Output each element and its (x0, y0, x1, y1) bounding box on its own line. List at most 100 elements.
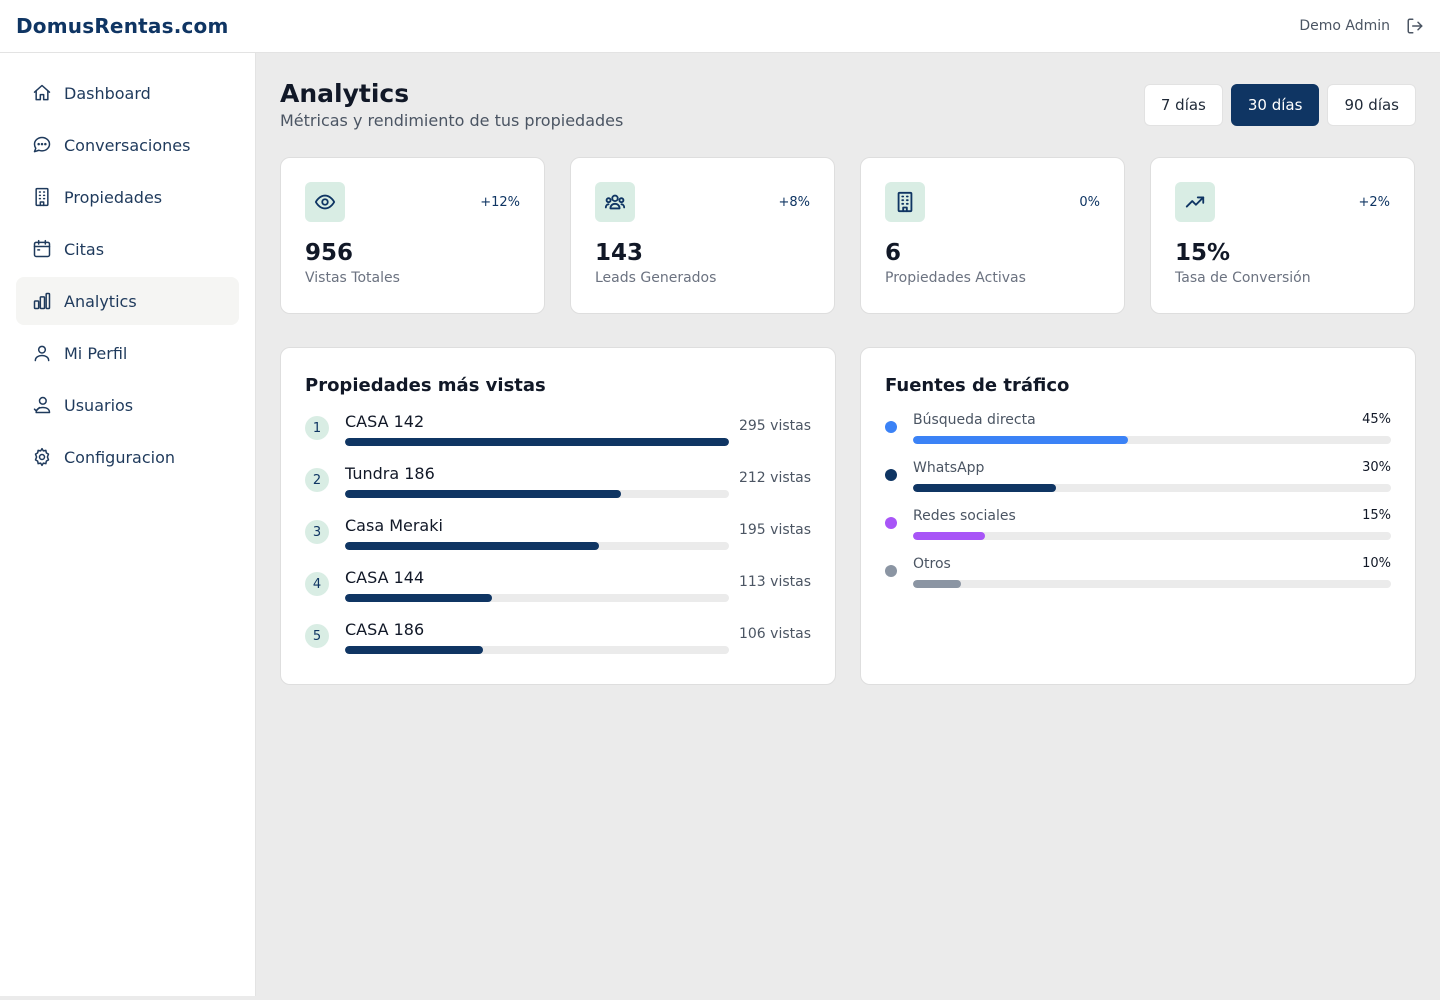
views-bar-fill (345, 490, 621, 498)
list-item[interactable]: 3 Casa Meraki 195 vistas (305, 516, 811, 568)
stat-change: 0% (1079, 195, 1100, 210)
logout-icon[interactable] (1406, 17, 1424, 35)
brand-logo[interactable]: DomusRentas.com (16, 14, 229, 38)
stats-row: +12% 956 Vistas Totales +8% 143 Leads Ge… (280, 157, 1415, 314)
sidebar-item-label: Conversaciones (64, 135, 191, 155)
property-views: 195 vistas (738, 522, 811, 538)
views-bar-track (345, 646, 729, 654)
source-bar-fill (913, 436, 1129, 444)
list-item: Otros 10% (885, 556, 1391, 604)
top-bar: DomusRentas.com Demo Admin (0, 0, 1440, 53)
source-bar-fill (913, 580, 961, 588)
chat-icon (32, 135, 52, 155)
list-item[interactable]: 2 Tundra 186 212 vistas (305, 464, 811, 516)
source-percent: 30% (1362, 460, 1391, 475)
stat-card-leads: +8% 143 Leads Generados (570, 157, 835, 314)
property-name: CASA 142 (345, 412, 425, 431)
source-percent: 45% (1362, 412, 1391, 427)
range-30-days-button[interactable]: 30 días (1230, 84, 1320, 126)
sidebar-item-mi-perfil[interactable]: Mi Perfil (16, 329, 239, 377)
user-icon (32, 343, 52, 363)
rank-badge: 5 (305, 624, 329, 648)
eye-icon (305, 182, 345, 222)
gear-icon (32, 447, 52, 467)
sidebar-item-label: Analytics (64, 291, 137, 311)
list-item[interactable]: 5 CASA 186 106 vistas (305, 620, 811, 672)
users-icon (32, 395, 52, 415)
range-90-days-button[interactable]: 90 días (1327, 84, 1416, 126)
source-bar-fill (913, 532, 985, 540)
source-bar-track (913, 532, 1391, 540)
list-item: Redes sociales 15% (885, 508, 1391, 556)
range-7-days-button[interactable]: 7 días (1143, 84, 1223, 126)
date-range-selector: 7 días 30 días 90 días (1143, 84, 1416, 126)
list-item: Búsqueda directa 45% (885, 412, 1391, 460)
home-icon (32, 83, 52, 103)
stat-value: 143 (595, 240, 644, 266)
page-subtitle: Métricas y rendimiento de tus propiedade… (280, 111, 624, 130)
source-bar-track (913, 580, 1391, 588)
stat-card-vistas: +12% 956 Vistas Totales (280, 157, 545, 314)
building-icon (885, 182, 925, 222)
list-item[interactable]: 4 CASA 144 113 vistas (305, 568, 811, 620)
stat-label: Tasa de Conversión (1175, 270, 1311, 286)
views-bar-fill (345, 542, 599, 550)
source-color-dot (885, 421, 897, 433)
rank-badge: 1 (305, 416, 329, 440)
source-color-dot (885, 565, 897, 577)
stat-change: +2% (1358, 195, 1390, 210)
calendar-icon (32, 239, 52, 259)
property-views: 295 vistas (738, 418, 811, 434)
stat-value: 6 (885, 240, 902, 266)
source-color-dot (885, 469, 897, 481)
views-bar-track (345, 594, 729, 602)
user-area: Demo Admin (1299, 17, 1424, 35)
traffic-sources-panel: Fuentes de tráfico Búsqueda directa 45% … (860, 347, 1416, 685)
property-name: CASA 144 (345, 568, 425, 587)
source-name: WhatsApp (913, 460, 985, 476)
list-item[interactable]: 1 CASA 142 295 vistas (305, 412, 811, 464)
source-color-dot (885, 517, 897, 529)
sidebar-item-conversaciones[interactable]: Conversaciones (16, 121, 239, 169)
stat-label: Propiedades Activas (885, 270, 1026, 286)
sidebar-item-analytics[interactable]: Analytics (16, 277, 239, 325)
property-views: 106 vistas (738, 626, 811, 642)
sidebar-item-dashboard[interactable]: Dashboard (16, 69, 239, 117)
sidebar-item-citas[interactable]: Citas (16, 225, 239, 273)
top-properties-panel: Propiedades más vistas 1 CASA 142 295 vi… (280, 347, 836, 685)
stat-change: +8% (778, 195, 810, 210)
property-name: Tundra 186 (345, 464, 435, 483)
source-percent: 15% (1362, 508, 1391, 523)
list-item: WhatsApp 30% (885, 460, 1391, 508)
sidebar: Dashboard Conversaciones Propiedades Cit… (0, 53, 256, 996)
property-views: 212 vistas (738, 470, 811, 486)
trending-up-icon (1175, 182, 1215, 222)
sidebar-item-label: Dashboard (64, 83, 151, 103)
views-bar-track (345, 542, 729, 550)
sidebar-item-usuarios[interactable]: Usuarios (16, 381, 239, 429)
sidebar-item-label: Usuarios (64, 395, 134, 415)
rank-badge: 3 (305, 520, 329, 544)
views-bar-track (345, 490, 729, 498)
stat-value: 956 (305, 240, 354, 266)
panel-title: Fuentes de tráfico (885, 375, 1070, 396)
user-name: Demo Admin (1299, 18, 1390, 34)
building-icon (32, 187, 52, 207)
sidebar-item-configuracion[interactable]: Configuracion (16, 433, 239, 481)
source-name: Redes sociales (913, 508, 1016, 524)
property-name: Casa Meraki (345, 516, 443, 535)
source-bar-track (913, 436, 1391, 444)
panel-title: Propiedades más vistas (305, 375, 546, 396)
views-bar-fill (345, 594, 493, 602)
sidebar-item-label: Propiedades (64, 187, 163, 207)
property-views: 113 vistas (738, 574, 811, 590)
stat-card-conversion: +2% 15% Tasa de Conversión (1150, 157, 1415, 314)
property-name: CASA 186 (345, 620, 425, 639)
users-group-icon (595, 182, 635, 222)
stat-label: Leads Generados (595, 270, 717, 286)
sidebar-item-propiedades[interactable]: Propiedades (16, 173, 239, 221)
source-name: Búsqueda directa (913, 412, 1036, 428)
rank-badge: 4 (305, 572, 329, 596)
stat-value: 15% (1175, 240, 1231, 266)
views-bar-track (345, 438, 729, 446)
